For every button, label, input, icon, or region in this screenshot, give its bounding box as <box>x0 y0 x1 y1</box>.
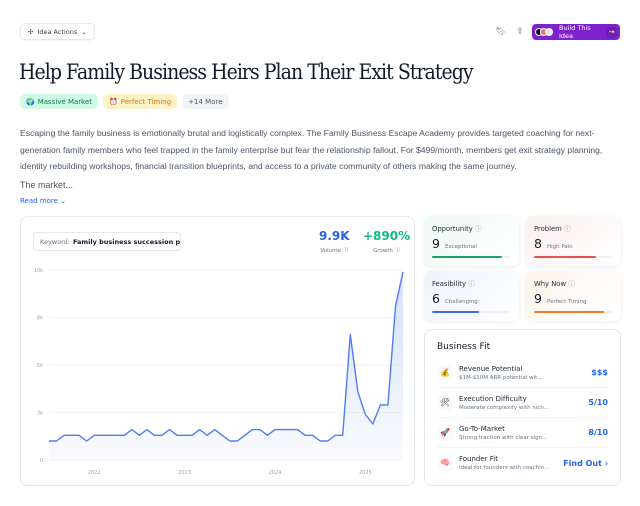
fit-value[interactable]: Find Out › <box>563 458 608 468</box>
growth-stat: +890% Growth ⓘ <box>363 229 411 254</box>
x-tick-label: 2022 <box>88 470 101 476</box>
score-card-why-now[interactable]: Why Now ⓘ 9 Perfect Timing <box>526 271 621 321</box>
fit-row-founder-fit[interactable]: 🧠 Founder Fit Ideal for founders with coa… <box>437 448 608 478</box>
y-tick-label: 3k <box>37 411 43 417</box>
business-fit-card: Business Fit 💰 Revenue Potential $1M-$10M… <box>424 329 621 486</box>
tag-list: 🌍 Massive Market ⏰ Perfect Timing +14 More <box>20 94 229 109</box>
tag-massive-market[interactable]: 🌍 Massive Market <box>20 94 99 109</box>
chevron-down-icon: ⌄ <box>81 27 87 36</box>
alarm-clock-icon: ⏰ <box>109 97 118 106</box>
fit-value: $$$ <box>591 368 608 377</box>
read-more-link[interactable]: Read more ⌄ <box>20 197 67 205</box>
y-tick-label: 0 <box>40 458 43 464</box>
build-this-idea-button[interactable]: Build This Idea → <box>532 24 620 40</box>
help-icon[interactable]: ⓘ <box>394 248 401 254</box>
fit-row-revenue-potential: 💰 Revenue Potential $1M-$10M ARR potentia… <box>437 358 608 388</box>
trend-chart: 0 3k 5k 8k 10k 2022 2023 2024 2025 <box>34 268 404 476</box>
score-card-problem[interactable]: Problem ⓘ 8 High Pain <box>526 216 621 266</box>
help-icon[interactable]: ⓘ <box>342 248 349 254</box>
description: Escaping the family business is emotiona… <box>20 128 603 171</box>
score-bar <box>534 256 612 258</box>
y-tick-label: 5k <box>37 363 43 369</box>
tag-perfect-timing[interactable]: ⏰ Perfect Timing <box>103 94 178 109</box>
score-card-feasibility[interactable]: Feasibility ⓘ 6 Challenging <box>424 271 519 321</box>
score-bar <box>432 311 510 313</box>
y-tick-label: 8k <box>37 316 43 322</box>
tools-icon: 🛠 <box>437 394 453 411</box>
fit-row-go-to-market: 🚀 Go-To-Market Strong traction with clear… <box>437 418 608 448</box>
x-tick-label: 2024 <box>269 470 282 476</box>
x-tick-label: 2025 <box>359 470 372 476</box>
trend-chart-card: Keyword: Family business succession p...… <box>20 216 415 486</box>
info-icon[interactable]: ⓘ <box>568 280 575 288</box>
score-bar-fill <box>534 311 605 313</box>
chevron-down-icon: ⌄ <box>60 197 67 205</box>
business-fit-title: Business Fit <box>437 342 491 352</box>
y-tick-label: 10k <box>34 268 43 274</box>
market-teaser: The market... <box>20 180 74 190</box>
x-tick-label: 2023 <box>178 470 191 476</box>
fit-row-execution-difficulty: 🛠 Execution Difficulty Moderate complexit… <box>437 388 608 418</box>
info-icon[interactable]: ⓘ <box>468 280 475 288</box>
money-bag-icon: 💰 <box>437 364 453 381</box>
sparkle-icon: ✣ <box>28 27 34 36</box>
fit-value: 8/10 <box>588 428 608 437</box>
avatar-group <box>535 28 553 36</box>
share-icon[interactable]: ⇪ <box>516 27 524 37</box>
globe-icon: 🌍 <box>26 97 35 106</box>
score-bar-fill <box>534 256 597 258</box>
info-icon[interactable]: ⓘ <box>563 225 571 233</box>
trend-line <box>49 271 404 442</box>
volume-stat: 9.9K Volume ⓘ <box>319 229 350 254</box>
keyword-select[interactable]: Keyword: Family business succession p...… <box>33 232 181 251</box>
page-title: Help Family Business Heirs Plan Their Ex… <box>19 60 474 85</box>
arrow-right-icon: → <box>606 26 617 38</box>
score-bar <box>432 256 510 258</box>
bookmark-icon[interactable]: 🔖︎ <box>495 27 507 37</box>
rocket-icon: 🚀 <box>437 424 453 441</box>
trend-area <box>49 271 403 460</box>
score-bar <box>534 311 612 313</box>
score-card-opportunity[interactable]: Opportunity ⓘ 9 Exceptional <box>424 216 519 266</box>
fit-value: 5/10 <box>588 398 608 407</box>
more-tags-button[interactable]: +14 More <box>182 94 229 109</box>
score-bar-fill <box>432 311 479 313</box>
brain-icon: 🧠 <box>437 455 453 471</box>
info-icon[interactable]: ⓘ <box>474 225 482 233</box>
idea-actions-button[interactable]: ✣ Idea Actions ⌄ <box>20 23 95 40</box>
score-bar-fill <box>432 256 503 258</box>
